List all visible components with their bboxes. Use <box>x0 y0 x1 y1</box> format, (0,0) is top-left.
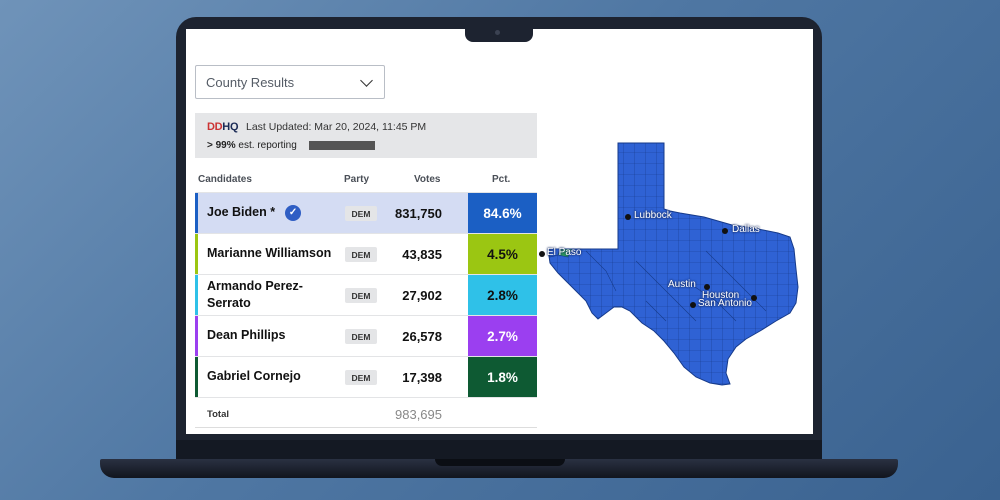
candidate-row[interactable]: Joe Biden * ✓ DEM 831,750 84.6% <box>195 192 537 233</box>
city-label-el-paso: El Paso <box>547 247 582 258</box>
total-votes: 983,695 <box>395 407 442 422</box>
vote-percentage: 1.8% <box>468 357 537 397</box>
vote-percentage: 2.7% <box>468 316 537 356</box>
candidate-color-bar <box>195 316 198 356</box>
camera-icon <box>495 30 500 35</box>
county-results-dropdown[interactable]: County Results <box>195 65 385 99</box>
laptop-opening-notch <box>435 459 565 466</box>
candidate-row[interactable]: Marianne Williamson DEM 43,835 4.5% <box>195 233 537 274</box>
update-info-bar: DDHQ Last Updated: Mar 20, 2024, 11:45 P… <box>195 113 537 158</box>
screen: County Results DDHQ Last Updated: Mar 20… <box>186 29 813 434</box>
candidate-name: Joe Biden * ✓ <box>207 193 337 233</box>
reporting-status: > 99% est. reporting <box>207 140 297 151</box>
city-label-houston: Houston <box>702 290 740 301</box>
candidate-name: Marianne Williamson <box>207 246 332 261</box>
city-label-austin: Austin <box>668 279 696 290</box>
candidate-color-bar <box>195 234 198 274</box>
el-paso-marker <box>539 251 545 257</box>
hudspeth-county <box>557 248 573 258</box>
candidate-row[interactable]: Gabriel Cornejo DEM 17,398 1.8% <box>195 356 537 397</box>
vote-count: 27,902 <box>402 288 442 303</box>
party-badge: DEM <box>345 329 377 344</box>
winner-check-icon: ✓ <box>285 205 302 221</box>
vote-count: 17,398 <box>402 370 442 385</box>
candidate-name: Dean Phillips <box>207 328 286 343</box>
candidate-row[interactable]: Armando Perez-Serrato DEM 27,902 2.8% <box>195 274 537 315</box>
vote-count: 26,578 <box>402 329 442 344</box>
city-label-san-antonio: San Antonio <box>698 298 752 309</box>
divider <box>195 427 537 428</box>
vote-count: 43,835 <box>402 247 442 262</box>
austin-marker <box>704 284 710 290</box>
vote-percentage: 2.8% <box>468 275 537 315</box>
vote-count: 831,750 <box>395 206 442 221</box>
chevron-down-icon <box>360 74 373 87</box>
reporting-progress-bar <box>309 141 375 150</box>
houston-marker <box>751 295 757 301</box>
laptop-base <box>100 459 898 478</box>
ddhq-logo: DDHQ <box>207 121 239 133</box>
candidate-row[interactable]: Dean Phillips DEM 26,578 2.7% <box>195 315 537 356</box>
total-row: Total 983,695 <box>195 397 537 429</box>
candidate-color-bar <box>195 357 198 397</box>
lubbock-marker <box>625 214 631 220</box>
texas-county-map[interactable]: Lubbock Dallas El Paso Austin Houston Sa… <box>539 141 806 391</box>
column-party: Party <box>344 174 370 185</box>
party-badge: DEM <box>345 247 377 262</box>
city-label-lubbock: Lubbock <box>634 210 672 221</box>
texas-state-shape <box>547 142 799 386</box>
last-updated-text: Last Updated: Mar 20, 2024, 11:45 PM <box>246 121 427 133</box>
city-label-dallas: Dallas <box>732 224 760 235</box>
camera-notch <box>465 28 533 42</box>
results-table: Candidates Party Votes Pct. Joe Biden * ✓… <box>195 168 537 429</box>
vote-percentage: 84.6% <box>468 193 537 233</box>
column-pct: Pct. <box>492 174 511 185</box>
party-badge: DEM <box>345 370 377 385</box>
texas-map-svg <box>547 142 799 386</box>
candidate-name: Armando Perez-Serrato <box>207 278 303 311</box>
party-badge: DEM <box>345 206 377 221</box>
table-header: Candidates Party Votes Pct. <box>195 168 537 192</box>
candidate-color-bar <box>195 275 198 315</box>
san-antonio-marker <box>690 302 696 308</box>
vote-percentage: 4.5% <box>468 234 537 274</box>
party-badge: DEM <box>345 288 377 303</box>
dallas-marker <box>722 228 728 234</box>
column-candidates: Candidates <box>198 174 252 185</box>
laptop-hinge <box>176 440 822 460</box>
candidate-color-bar <box>195 193 198 233</box>
dropdown-selected-value: County Results <box>206 74 295 90</box>
column-votes: Votes <box>414 174 441 185</box>
total-label: Total <box>207 409 229 420</box>
candidate-name: Gabriel Cornejo <box>207 369 301 384</box>
